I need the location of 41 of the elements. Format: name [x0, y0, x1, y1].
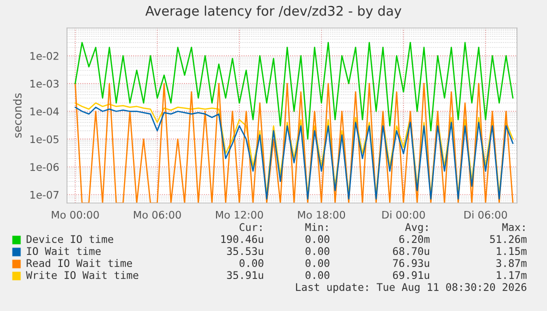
- chart-title: Average latency for /dev/zd32 - by day: [145, 6, 402, 18]
- text: 0.00: [306, 247, 330, 256]
- text: 0.00: [306, 235, 330, 244]
- text: Avg:: [405, 223, 428, 234]
- text: 68.70u: [393, 247, 430, 256]
- text: Last update: Tue Aug 11 08:30:20 2026: [296, 282, 526, 294]
- line-series: [74, 42, 514, 140]
- legend-label: Read IO Wait time: [26, 258, 132, 268]
- x-tick-label: Mo 06:00: [134, 210, 181, 219]
- y-tick-label: 1e-05: [30, 135, 58, 144]
- y-tick-label: 1e-03: [30, 80, 59, 88]
- text: 3.87m: [496, 259, 527, 268]
- x-tick-label: Mo 00:00: [52, 210, 99, 219]
- y-tick-label: 1e-02: [30, 52, 58, 60]
- text: 1.17m: [496, 271, 527, 279]
- legend-label: Write IO Wait time: [26, 270, 138, 280]
- y-tick-label: 1e-07: [30, 190, 58, 199]
- text: 190.46u: [221, 235, 264, 244]
- x-tick-label: Mo 12:00: [216, 210, 263, 219]
- text: 6.20m: [399, 235, 430, 244]
- text: 35.53u: [227, 247, 264, 256]
- text: Min:: [305, 222, 328, 231]
- x-tick-label: Di 00:00: [382, 210, 425, 219]
- text: 1.15m: [496, 247, 527, 256]
- legend-label: IO Wait time: [27, 246, 101, 256]
- text: 0.00: [306, 259, 330, 268]
- text: Cur:: [240, 223, 262, 232]
- text: 76.93u: [393, 259, 430, 268]
- text: 35.91u: [227, 271, 264, 280]
- y-axis-title: seconds: [13, 93, 22, 138]
- text: 51.26m: [490, 235, 527, 244]
- text: 69.91u: [393, 271, 430, 280]
- text: Max:: [502, 223, 524, 232]
- legend-label: Device IO time: [26, 234, 114, 244]
- text: 0.00: [240, 259, 264, 268]
- y-tick-label: 1e-04: [30, 108, 59, 116]
- x-tick-label: Mo 18:00: [298, 210, 346, 219]
- line-series: [74, 82, 514, 203]
- x-tick-label: Di 06:00: [464, 210, 507, 219]
- y-tick-label: 1e-06: [30, 163, 59, 171]
- text: 0.00: [306, 271, 330, 280]
